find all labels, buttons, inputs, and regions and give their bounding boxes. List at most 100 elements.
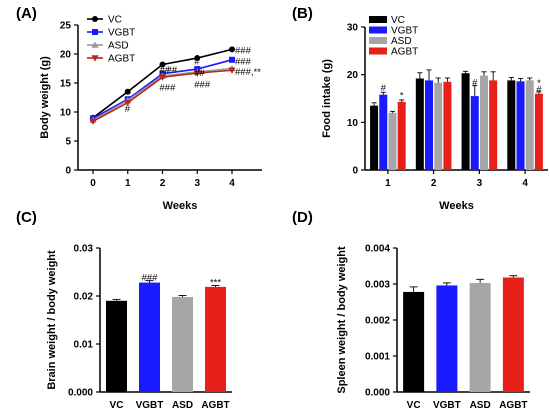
- annotation: ###: [194, 80, 211, 91]
- annotation: #: [472, 77, 478, 88]
- panel-letter: (C): [16, 209, 37, 226]
- y-tick-label: 10: [60, 108, 72, 119]
- series-point: [91, 55, 99, 62]
- x-tick-label: 4: [522, 178, 528, 189]
- bar: [370, 105, 379, 170]
- y-tick-label: 0.004: [365, 244, 390, 255]
- x-tick-label: 0: [90, 178, 96, 189]
- x-tick-label: VGBT: [136, 400, 164, 411]
- y-tick-label: 20: [60, 50, 72, 61]
- bar: [139, 282, 160, 392]
- x-axis-title: Weeks: [439, 200, 474, 212]
- series-point: [124, 99, 132, 107]
- bar: [436, 285, 458, 392]
- x-tick-label: VGBT: [433, 400, 461, 411]
- annotation: ##: [160, 65, 171, 76]
- x-tick-label: 1: [385, 178, 391, 189]
- annotation: ###: [160, 83, 177, 94]
- bar: [172, 296, 193, 392]
- x-tick-label: AGBT: [201, 400, 229, 411]
- bar: [507, 80, 516, 170]
- legend-label: AGBT: [391, 47, 418, 58]
- bar: [470, 96, 479, 170]
- annotation: *: [537, 78, 541, 89]
- annotation: #: [125, 104, 131, 115]
- series-point: [92, 29, 98, 35]
- y-tick-label: 0.002: [365, 316, 390, 327]
- annotation: *: [400, 91, 404, 102]
- series-agbt: [89, 67, 236, 125]
- y-tick-label: 5: [65, 137, 71, 148]
- panel-d: (D) 0.000 0.001 0.002 0.003 0.004 VC VGBT ASD AGB…: [292, 209, 530, 411]
- x-tick-label: 2: [160, 178, 166, 189]
- bar: [469, 282, 491, 392]
- bar: [489, 80, 498, 170]
- bar: [415, 78, 424, 170]
- legend-label: VC: [108, 15, 122, 26]
- bar: [388, 112, 397, 170]
- bar: [443, 81, 452, 170]
- series-point: [124, 88, 131, 95]
- legend-swatch: [369, 16, 387, 23]
- series-agbt: [397, 71, 543, 170]
- bar: [403, 291, 425, 392]
- series-point: [229, 46, 235, 53]
- y-tick-label: 30: [347, 23, 359, 34]
- series-point: [92, 16, 98, 22]
- panel-c: (C) 0.000 0.01 0.02 0.03 VC VGBT ASD AGBT Brain w…: [16, 209, 232, 411]
- bar: [379, 94, 388, 170]
- annotation: ###: [235, 46, 252, 57]
- legend-label: ASD: [391, 36, 412, 47]
- bar: [397, 101, 406, 170]
- x-tick-label: 2: [431, 178, 437, 189]
- series-point: [193, 70, 201, 77]
- x-tick-label: 3: [477, 178, 483, 189]
- annotation: #: [381, 83, 387, 94]
- y-tick-label: 0: [352, 166, 358, 177]
- series-point: [159, 61, 166, 68]
- y-tick-label: 0.000: [68, 388, 93, 399]
- x-tick-label: VC: [407, 400, 421, 411]
- x-tick-label: ASD: [470, 400, 491, 411]
- x-tick-label: ASD: [172, 400, 193, 411]
- y-tick-label: 0.003: [365, 280, 390, 291]
- legend-swatch: [369, 26, 387, 34]
- bar: [106, 300, 127, 392]
- annotation: #: [536, 84, 542, 95]
- y-axis-title: Body weight (g): [39, 56, 51, 139]
- annotation: #: [194, 57, 200, 68]
- bar: [516, 81, 525, 170]
- series-asd: [388, 71, 534, 170]
- bar: [525, 80, 534, 170]
- x-tick-label: AGBT: [499, 400, 527, 411]
- legend-swatch: [369, 47, 387, 55]
- x-tick-label: VC: [110, 400, 124, 411]
- series-vc: [370, 70, 516, 170]
- panel-letter: (B): [292, 5, 313, 22]
- annotation: ###,**: [235, 67, 261, 78]
- annotation: ###: [142, 273, 159, 284]
- panel-a: (A) 0 5 10 15 20 25 0 1 2 3 4 Weeks Body weight (g) VC…: [16, 5, 262, 212]
- series-point: [158, 74, 167, 81]
- bar: [434, 82, 443, 170]
- y-tick-label: 0.000: [365, 388, 390, 399]
- annotation: ##: [194, 68, 205, 79]
- legend-label: VGBT: [108, 28, 135, 39]
- series-point: [91, 41, 99, 48]
- y-tick-label: 25: [60, 21, 72, 32]
- legend-label: ASD: [108, 41, 129, 52]
- series-point: [228, 67, 236, 74]
- x-tick-label: 3: [194, 178, 200, 189]
- y-axis-title: Food intake (g): [321, 59, 333, 138]
- series-point: [194, 55, 201, 62]
- series-vgbt: [379, 69, 525, 170]
- bar: [502, 277, 524, 392]
- series-point: [89, 118, 97, 125]
- y-tick-label: 10: [347, 118, 359, 129]
- bar: [425, 80, 434, 170]
- panel-letter: (A): [16, 5, 37, 22]
- y-tick-label: 20: [347, 70, 359, 81]
- annotation: ###: [235, 57, 252, 68]
